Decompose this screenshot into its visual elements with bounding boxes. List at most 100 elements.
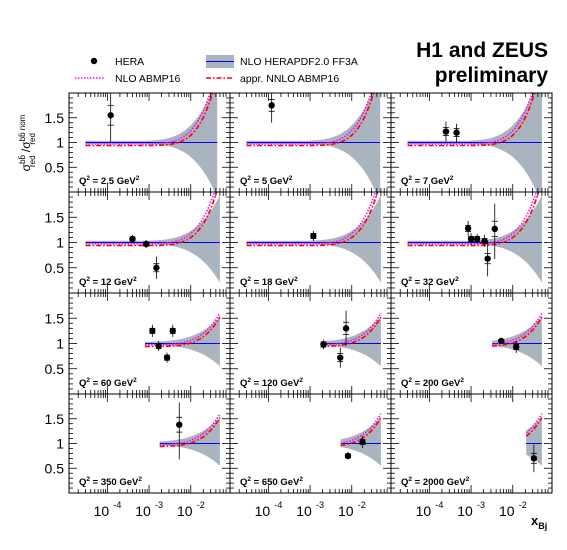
nnlo-abmp-curve-3 [85, 192, 218, 247]
x-tick-label: 10 [296, 503, 312, 519]
y-label-sigma: σ [19, 163, 33, 171]
y-label-sub1: red [28, 155, 37, 167]
legend-hera-label: HERA [115, 56, 144, 68]
hera-point-5-3 [481, 237, 488, 245]
hera-point-7-1 [337, 354, 344, 361]
x-tick-label: 10 [338, 503, 354, 519]
panel-10: 10 -4 10 -3 10 -2Q2 = 650 GeV2 [229, 393, 392, 519]
nnlo-abmp-curve-0 [85, 93, 214, 147]
hera-point-6-0 [149, 327, 156, 335]
y-tick-label: 0.5 [45, 361, 65, 377]
herapdf-band-6 [145, 316, 220, 367]
panel-11: 10 -4 10 -3 10 -2Q2 = 2000 GeV2 [390, 393, 553, 519]
hera-point-7-2 [342, 325, 350, 332]
y-tick-label: 1.5 [45, 209, 65, 225]
panel-plot-area-10 [340, 413, 382, 466]
hera-point-6-3 [169, 327, 176, 335]
hera-point-10-0 [344, 452, 352, 460]
nlo-abmp-curve-10 [340, 413, 382, 445]
y-label-sub2: red [28, 133, 37, 145]
panel-plot-area-4 [246, 192, 381, 283]
panel-6: 0.5 1 1.5 Q2 = 60 GeV2 [45, 292, 231, 395]
nnlo-abmp-curve-2 [407, 93, 536, 147]
panel-plot-area-3 [85, 192, 220, 283]
nlo-abmp-curve-1 [246, 93, 372, 145]
y-label-sep: /σ [19, 141, 33, 156]
x-tick-exponent: -2 [197, 500, 205, 510]
panel-1: Q2 = 5 GeV2 [229, 92, 392, 193]
legend-herapdf-label: NLO HERAPDF2.0 FF3A [240, 56, 358, 68]
panel-0: 0.5 1 1.5 Q2 = 2.5 GeV2 [45, 92, 231, 193]
panel-plot-area-1 [246, 93, 381, 192]
herapdf-band-11 [526, 417, 542, 466]
x-tick-label: 10 [499, 503, 515, 519]
y-tick-label: 0.5 [45, 260, 65, 276]
y-tick-label: 1.5 [45, 310, 65, 326]
nlo-abmp-curve-5 [407, 192, 538, 245]
legend-hera-marker [90, 57, 98, 65]
panel-plot-area-2 [407, 93, 542, 192]
nnlo-abmp-curve-8 [492, 316, 543, 347]
nlo-abmp-curve-3 [85, 192, 216, 245]
hera-point-1-0 [268, 102, 275, 109]
herapdf-band-3 [85, 195, 220, 283]
hera-point-4-0 [310, 232, 317, 240]
hera-point-2-1 [453, 129, 460, 136]
hera-point-3-0 [129, 235, 136, 243]
hera-point-8-1 [513, 343, 520, 351]
herapdf-band-4 [246, 195, 381, 283]
hera-point-3-2 [153, 264, 160, 271]
nnlo-abmp-curve-1 [246, 93, 375, 147]
y-tick-label: 1 [56, 235, 64, 251]
nnlo-abmp-curve-9 [159, 417, 221, 448]
panel-plot-area-6 [145, 312, 221, 367]
hera-point-9-0 [176, 421, 183, 428]
x-tick-exponent: -2 [519, 500, 527, 510]
panel-grid: 0.5 1 1.5 Q2 = 2.5 GeV2 Q2 = 5 GeV2 Q2 = 7 Ge… [45, 92, 553, 519]
legend: HERA NLO HERAPDF2.0 FF3A NLO ABMP16 appr… [75, 55, 358, 85]
nnlo-abmp-curve-4 [246, 192, 379, 247]
x-tick-exponent: -3 [155, 500, 163, 510]
panel-q2-label-2: Q2 = 7 GeV2 [401, 175, 454, 187]
x-tick-label: 10 [457, 503, 473, 519]
panel-q2-label-9: Q2 = 350 GeV2 [79, 476, 142, 488]
panel-q2-label-5: Q2 = 32 GeV2 [401, 276, 459, 288]
panel-q2-label-8: Q2 = 200 GeV2 [401, 377, 464, 389]
hera-point-2-0 [442, 128, 450, 135]
x-axis-label: xBj [531, 513, 547, 531]
hera-point-3-1 [142, 240, 150, 248]
nnlo-abmp-curve-10 [340, 417, 382, 447]
panel-q2-label-1: Q2 = 5 GeV2 [240, 175, 293, 187]
panel-q2-label-6: Q2 = 60 GeV2 [79, 377, 137, 389]
y-tick-label: 1.5 [45, 411, 65, 427]
hera-point-5-2 [473, 235, 481, 243]
x-tick-label: 10 [255, 503, 271, 519]
hera-point-0-0 [107, 112, 114, 119]
panel-q2-label-3: Q2 = 12 GeV2 [79, 276, 137, 288]
x-tick-exponent: -4 [274, 500, 282, 510]
x-label-base: x [531, 513, 539, 528]
panel-9: 0.511.510 -4 10 -3 10 -2Q2 = 350 GeV2 [45, 393, 231, 519]
nlo-abmp-curve-7 [320, 312, 382, 346]
nlo-abmp-curve-0 [85, 93, 211, 145]
nlo-abmp-curve-4 [246, 192, 377, 245]
panel-plot-area-7 [320, 310, 382, 368]
y-tick-label: 1 [56, 336, 64, 352]
chart-title-line2: preliminary [435, 64, 549, 87]
y-label-sup1: bb̄ [18, 154, 27, 163]
nlo-abmp-curve-9 [159, 413, 221, 446]
nnlo-abmp-curve-5 [407, 192, 540, 247]
x-tick-exponent: -2 [358, 500, 366, 510]
y-tick-label: 0.5 [45, 460, 65, 476]
nlo-abmp-curve-2 [407, 93, 533, 145]
nnlo-abmp-curve-7 [320, 316, 382, 348]
panel-plot-area-0 [85, 93, 218, 192]
panel-plot-area-9 [159, 402, 221, 466]
y-tick-label: 0.5 [45, 159, 65, 175]
hera-point-5-1 [467, 235, 475, 243]
panel-q2-label-0: Q2 = 2.5 GeV2 [79, 175, 140, 187]
x-tick-label: 10 [177, 503, 193, 519]
panel-q2-label-7: Q2 = 120 GeV2 [240, 377, 303, 389]
hera-point-6-1 [155, 342, 162, 350]
